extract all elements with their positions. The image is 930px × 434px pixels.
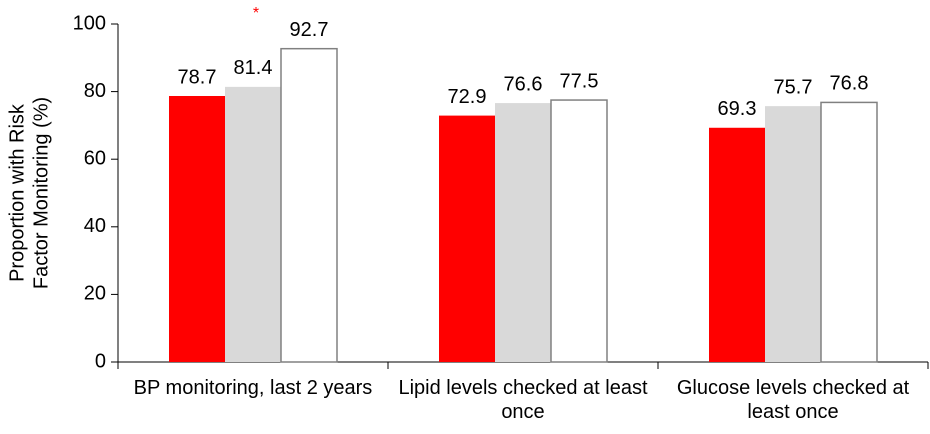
- y-axis-label-line: Factor Monitoring (%): [30, 97, 52, 289]
- value-label: 92.7: [290, 19, 329, 41]
- value-label: 72.9: [448, 86, 487, 108]
- bar: [169, 95, 225, 362]
- value-label: 69.3: [718, 98, 757, 120]
- x-tick-label: Lipid levels checked at least once: [398, 377, 648, 423]
- bar: [439, 115, 495, 363]
- value-label: 76.6: [504, 73, 543, 95]
- x-tick-label: Glucose levels checked at least once: [676, 377, 910, 423]
- y-tick-label: 80: [84, 80, 106, 102]
- y-axis-label-line: Proportion with Risk: [6, 103, 28, 282]
- bar: [550, 99, 608, 363]
- y-tick-label: 20: [84, 283, 106, 305]
- y-tick-label: 0: [95, 350, 106, 372]
- bar: [225, 86, 281, 363]
- annotation: *: [253, 5, 259, 22]
- value-label: 75.7: [774, 76, 813, 98]
- value-label: 76.8: [830, 73, 869, 95]
- x-tick-label: BP monitoring, last 2 years: [133, 377, 373, 399]
- y-tick-label: 100: [73, 12, 106, 34]
- y-tick-label: 40: [84, 215, 106, 237]
- y-axis-label: Proportion with Risk Factor Monitoring (…: [6, 97, 52, 289]
- value-label: 81.4: [234, 57, 273, 79]
- bar: [709, 127, 765, 363]
- value-label: 78.7: [178, 66, 217, 88]
- bar: [280, 47, 338, 363]
- value-label: 77.5: [560, 70, 599, 92]
- y-tick-label: 60: [84, 147, 106, 169]
- bar: [820, 101, 878, 363]
- bar: [495, 103, 551, 362]
- bar: [765, 106, 821, 362]
